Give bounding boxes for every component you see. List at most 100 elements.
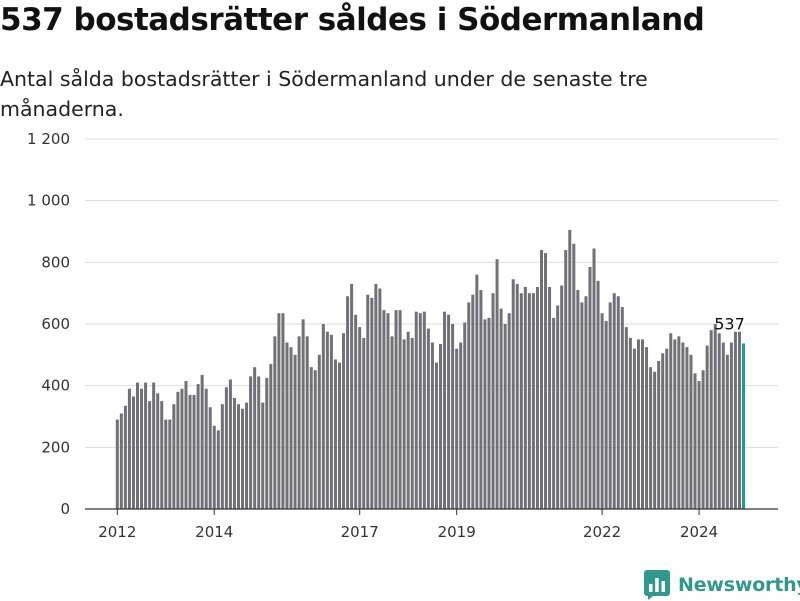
bar (535, 287, 539, 509)
bar (725, 354, 729, 509)
bar (168, 419, 172, 509)
bar (410, 337, 414, 509)
bar (366, 294, 370, 509)
bar (378, 288, 382, 509)
x-tick-label: 2014 (195, 523, 233, 541)
bar (515, 283, 519, 509)
bar (596, 280, 600, 509)
bar (196, 384, 200, 509)
bar (519, 293, 523, 509)
bar (273, 336, 277, 509)
bar (665, 348, 669, 509)
bar (475, 274, 479, 509)
bar (321, 324, 325, 509)
bar (285, 342, 289, 509)
bar (612, 293, 616, 509)
y-tick-label: 400 (41, 377, 70, 395)
x-axis: 2012 2014 2017 2019 2022 2024 (85, 508, 778, 541)
bar (414, 311, 418, 509)
bar (689, 354, 693, 509)
bar (531, 293, 535, 509)
bar (200, 374, 204, 509)
bar (224, 387, 228, 509)
bar (289, 347, 293, 509)
y-tick-label: 200 (41, 438, 70, 456)
bar (297, 336, 301, 509)
newsworthy-logo-icon (644, 570, 670, 600)
bar (245, 402, 249, 509)
bar (439, 344, 442, 509)
bar (192, 394, 196, 509)
bar (463, 322, 467, 509)
bar (451, 324, 455, 509)
bar (455, 348, 459, 509)
bar (338, 362, 341, 509)
bar (136, 382, 139, 509)
bar (265, 377, 269, 509)
bar (269, 364, 273, 509)
bar-series (115, 229, 745, 510)
y-tick-label: 600 (41, 315, 70, 333)
bar (144, 382, 148, 509)
bar (560, 285, 564, 509)
bar (204, 388, 208, 509)
bar (584, 296, 588, 509)
bar (588, 266, 592, 509)
bar (717, 333, 721, 509)
bar (390, 336, 394, 509)
bar (394, 310, 398, 509)
y-tick-label: 1 200 (27, 130, 70, 148)
bar (491, 293, 495, 509)
bar (119, 413, 123, 509)
chart-title: 537 bostadsrätter såldes i Södermanland (0, 2, 705, 38)
bar (693, 373, 697, 509)
bar (511, 279, 515, 509)
bar (382, 310, 386, 509)
bar (471, 294, 475, 509)
bar (277, 313, 281, 509)
y-axis: 0 200 400 600 800 1 000 1 200 (27, 130, 70, 518)
bar (208, 407, 212, 509)
bar (737, 331, 741, 509)
bar (479, 290, 483, 509)
bar (293, 354, 297, 509)
bar (653, 371, 657, 509)
bar (115, 419, 119, 509)
bar (176, 391, 180, 509)
bar (580, 302, 584, 509)
bar (317, 354, 321, 509)
bar (628, 337, 632, 509)
bar (624, 327, 628, 509)
bar (661, 353, 665, 509)
bar (257, 376, 261, 509)
bar (342, 333, 346, 509)
bar (709, 330, 713, 509)
bar (398, 310, 402, 509)
bar (523, 287, 527, 509)
brand: Newsworthy (644, 569, 800, 601)
bar-highlight (742, 343, 745, 509)
bar (172, 404, 176, 509)
bar (616, 296, 620, 509)
bar (123, 405, 127, 509)
bar (131, 396, 135, 509)
chart-subtitle: Antal sålda bostadsrätter i Södermanland… (0, 67, 648, 121)
bar (608, 302, 612, 509)
bar (253, 367, 257, 509)
bar (572, 243, 576, 510)
bar (281, 313, 285, 509)
bar (228, 379, 232, 509)
bar (309, 367, 313, 509)
bar (350, 283, 354, 509)
bar (406, 331, 410, 509)
bar (220, 404, 224, 509)
bar (685, 347, 689, 509)
bar (503, 324, 507, 509)
bar (362, 337, 366, 509)
bar (447, 314, 451, 509)
bar (636, 339, 640, 509)
bar (681, 342, 685, 509)
bar (729, 342, 733, 509)
bar (556, 305, 560, 509)
